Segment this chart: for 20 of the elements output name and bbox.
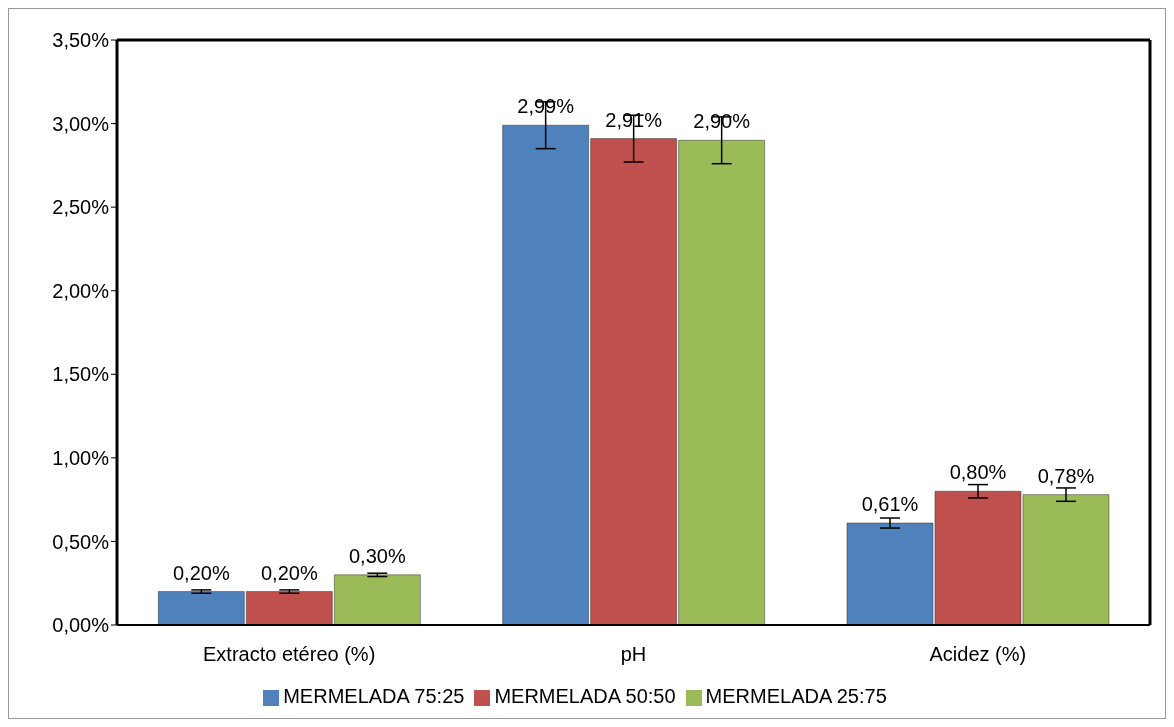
x-tick-label: pH xyxy=(620,643,647,666)
data-label: 0,80% xyxy=(949,461,1007,484)
y-tick-label: 2,50% xyxy=(52,196,110,219)
data-label: 0,61% xyxy=(861,493,919,516)
y-tick-label: 0,50% xyxy=(52,530,110,553)
data-label: 0,78% xyxy=(1037,464,1095,487)
y-tick-label: 3,00% xyxy=(52,112,110,135)
y-tick-label: 3,50% xyxy=(52,29,110,52)
x-tick-label: Acidez (%) xyxy=(929,643,1027,666)
x-tick-label: Extracto etéreo (%) xyxy=(203,643,376,666)
y-tick-label: 2,00% xyxy=(52,279,110,302)
y-tick-label: 1,50% xyxy=(52,363,110,386)
data-label: 0,30% xyxy=(348,544,406,567)
legend-label: MERMELADA 75:25 xyxy=(283,685,465,707)
data-label: 0,20% xyxy=(260,561,318,584)
y-tick-label: 1,00% xyxy=(52,446,110,469)
y-tick-label: 0,00% xyxy=(52,614,110,637)
legend-label: MERMELADA 25:75 xyxy=(705,685,887,707)
data-label: 0,20% xyxy=(172,561,230,584)
legend-label: MERMELADA 50:50 xyxy=(494,685,676,707)
